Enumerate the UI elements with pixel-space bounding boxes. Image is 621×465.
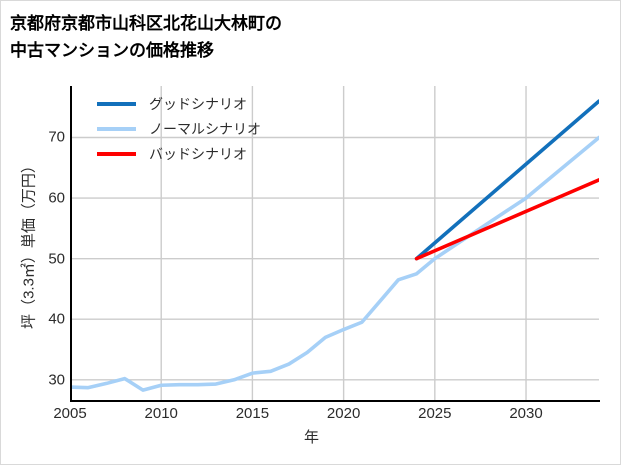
x-axis-title: 年 xyxy=(303,429,319,446)
chart-plot-svg xyxy=(70,86,599,401)
y-tick-label: 30 xyxy=(48,371,65,389)
legend-label-bad: バッドシナリオ xyxy=(149,145,247,162)
plot-area xyxy=(70,86,599,401)
x-tick-label: 2015 xyxy=(235,405,270,422)
y-tick-label: 60 xyxy=(48,189,65,207)
series-line xyxy=(70,135,599,392)
series-lines xyxy=(70,99,599,392)
y-tick-label: 70 xyxy=(48,128,65,146)
x-tick-label: 2030 xyxy=(509,405,543,422)
x-tick-label: 2005 xyxy=(53,405,87,422)
x-axis-spine xyxy=(70,400,600,402)
x-tick-label: 2025 xyxy=(418,405,452,422)
legend-item-good[interactable]: グッドシナリオ xyxy=(97,91,261,116)
y-axis-title: 坪（3.3㎡）単価（万円） xyxy=(20,158,38,329)
legend-item-normal[interactable]: ノーマルシナリオ xyxy=(97,116,261,141)
chart-title: 京都府京都市山科区北花山大林町の 中古マンションの価格推移 xyxy=(10,14,282,60)
x-tick-label: 2010 xyxy=(144,405,178,422)
x-tick-label: 2020 xyxy=(326,405,361,422)
legend-swatch-good xyxy=(97,101,136,106)
legend-swatch-bad xyxy=(97,151,136,156)
y-tick-label: 50 xyxy=(48,250,65,268)
legend-item-bad[interactable]: バッドシナリオ xyxy=(97,141,261,166)
chart-legend: グッドシナリオ ノーマルシナリオ バッドシナリオ xyxy=(97,91,261,166)
legend-swatch-normal xyxy=(97,126,136,131)
series-line xyxy=(414,178,599,261)
legend-label-normal: ノーマルシナリオ xyxy=(149,120,261,137)
y-tick-labels: 30 40 50 60 70 xyxy=(19,1,65,464)
y-axis-spine xyxy=(70,86,72,402)
legend-label-good: グッドシナリオ xyxy=(149,95,247,112)
y-tick-label: 40 xyxy=(48,310,65,328)
series-line xyxy=(414,99,599,261)
